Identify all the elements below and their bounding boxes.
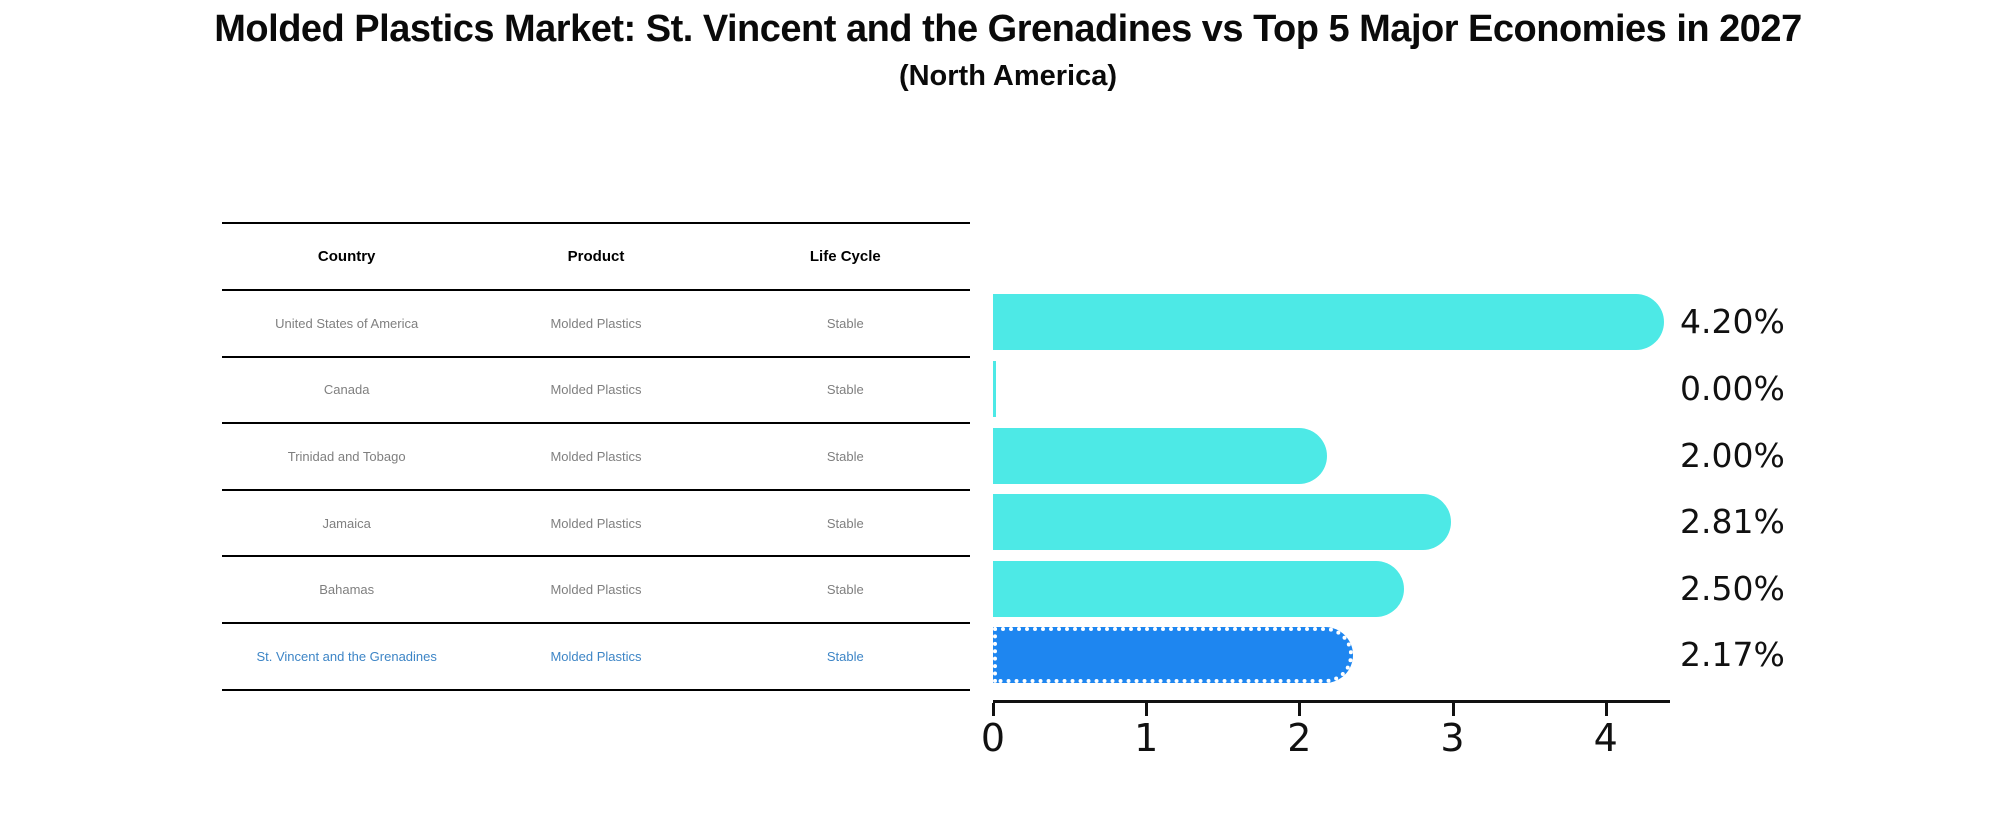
bar-value-label: 2.50%	[1680, 568, 1785, 608]
x-axis-line	[993, 700, 1670, 703]
table-row-trinidad-and-tobago: Trinidad and Tobago Molded Plastics Stable	[222, 424, 970, 491]
bar-bahamas	[993, 560, 1404, 617]
table-cell-product: Molded Plastics	[550, 448, 642, 464]
table-cell-life-cycle: Stable	[826, 582, 864, 598]
x-axis-tick-label: 0	[980, 716, 1006, 760]
x-axis-tick	[1145, 703, 1149, 716]
x-axis-tick	[992, 703, 995, 716]
column-header-country: Country	[317, 248, 376, 265]
x-axis-tick-label: 1	[1134, 716, 1159, 760]
bar-trinidad-and-tobago	[993, 427, 1328, 484]
bar-st-vincent-and-the-grenadines	[993, 627, 1354, 684]
x-axis-tick	[1298, 703, 1302, 716]
table-row-jamaica: Jamaica Molded Plastics Stable	[222, 491, 970, 558]
table-cell-life-cycle: Stable	[826, 648, 864, 664]
table-cell-product: Molded Plastics	[550, 382, 642, 398]
column-header-product: Product	[567, 248, 625, 265]
bar-value-label: 4.20%	[1680, 302, 1785, 342]
table-cell-life-cycle: Stable	[826, 315, 864, 331]
table-cell-life-cycle: Stable	[826, 515, 864, 531]
x-axis-tick-label: 3	[1440, 716, 1465, 760]
table-row-bahamas: Bahamas Molded Plastics Stable	[222, 557, 970, 624]
table-cell-product: Molded Plastics	[550, 648, 642, 664]
bar-value-label: 0.00%	[1680, 368, 1785, 408]
x-axis-tick	[1451, 703, 1455, 716]
table-cell-product: Molded Plastics	[550, 315, 642, 331]
table-cell-country: United States of America	[275, 315, 419, 331]
chart-title: Molded Plastics Market: St. Vincent and …	[214, 8, 1802, 50]
table-cell-country: Jamaica	[322, 515, 371, 531]
bar-value-label: 2.17%	[1680, 635, 1785, 675]
table-body: United States of America Molded Plastics S…	[222, 291, 970, 691]
bar-value-label: 2.00%	[1680, 435, 1785, 475]
table-row-canada: Canada Molded Plastics Stable	[222, 358, 970, 425]
x-axis-tick-label: 4	[1593, 716, 1618, 760]
bar-united-states-of-america	[993, 294, 1665, 351]
table-cell-country: Bahamas	[319, 582, 375, 598]
table-header-row: Country Product Life Cycle	[222, 224, 970, 291]
column-header-life-cycle: Life Cycle	[809, 248, 881, 265]
bar-value-label: 2.81%	[1680, 502, 1785, 542]
x-axis-tick-label: 2	[1287, 716, 1312, 760]
table-row-united-states-of-america: United States of America Molded Plastics S…	[222, 291, 970, 358]
table-cell-product: Molded Plastics	[550, 582, 642, 598]
bar-jamaica	[993, 494, 1452, 551]
x-axis-tick	[1604, 703, 1608, 716]
chart-subtitle: (North America)	[898, 60, 1118, 92]
table-cell-country: St. Vincent and the Grenadines	[256, 648, 437, 664]
table-cell-life-cycle: Stable	[826, 382, 864, 398]
table-cell-country: Trinidad and Tobago	[287, 448, 406, 464]
bar-canada	[993, 360, 996, 417]
data-table: Country Product Life Cycle United States…	[222, 222, 970, 691]
table-cell-life-cycle: Stable	[826, 448, 864, 464]
table-row-st-vincent-and-the-grenadines: St. Vincent and the Grenadines Molded Pla…	[222, 624, 970, 691]
table-cell-country: Canada	[323, 382, 370, 398]
table-cell-product: Molded Plastics	[550, 515, 642, 531]
